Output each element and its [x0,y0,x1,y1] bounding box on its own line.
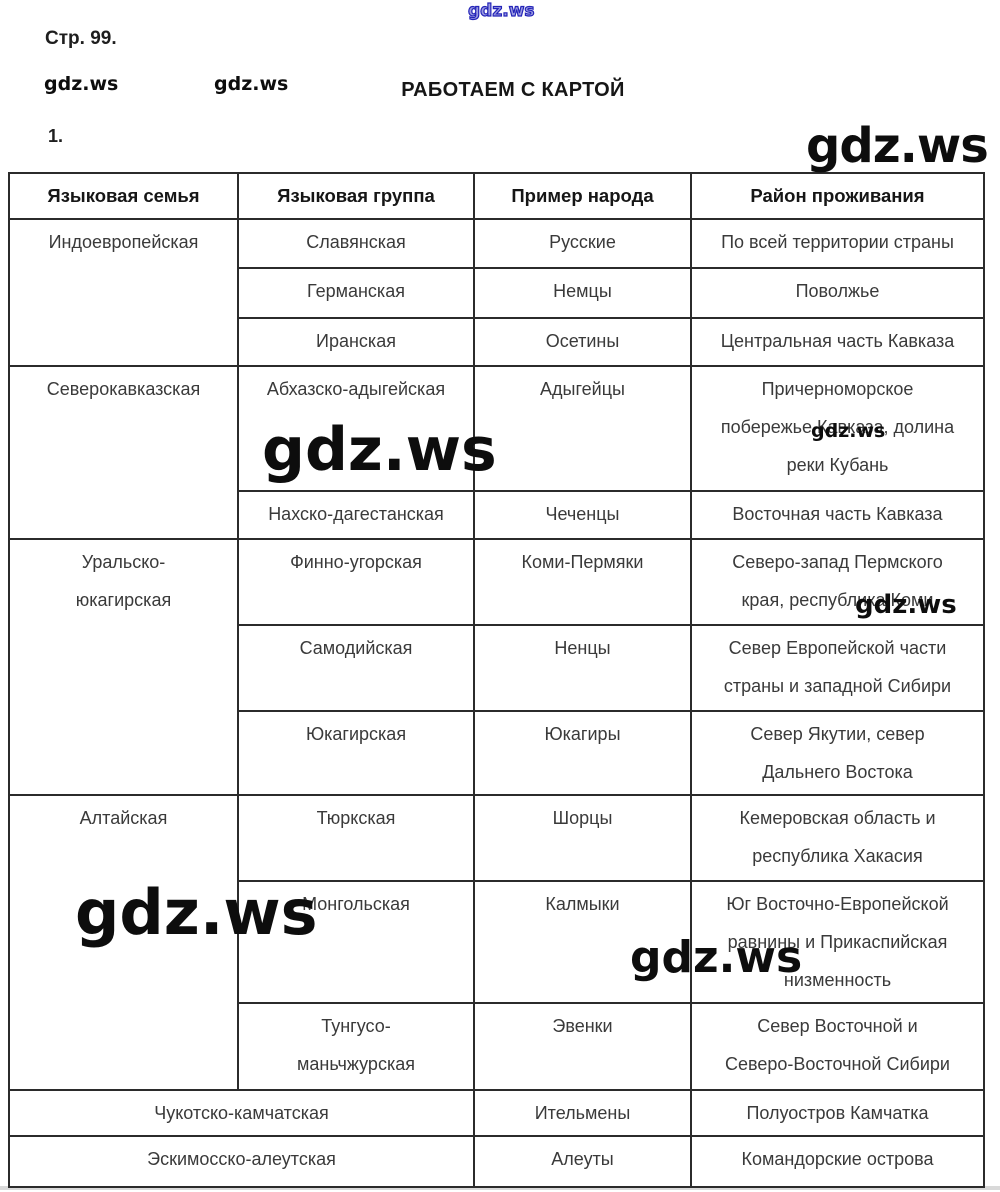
cell-group: Тунгусо- маньчжурская [237,1002,475,1091]
table-row: Чукотско-камчатская Ительмены Полуостров… [8,1089,985,1137]
table-header-row: Языковая семья Языковая группа Пример на… [8,172,985,220]
table-row: Уральско- юкагирская Финно-угорская Коми… [8,538,985,796]
col-header-family: Языковая семья [8,172,239,220]
cell-group: Нахско-дагестанская [237,490,475,540]
cell-group: Самодийская [237,624,475,712]
col-header-group: Языковая группа [237,172,475,220]
cell-region: Юг Восточно-Европейской равнины и Прикас… [690,880,985,1004]
cell-region: Командорские острова [690,1135,985,1188]
cell-region: Полуостров Камчатка [690,1089,985,1137]
cell-region: Север Восточной и Северо-Восточной Сибир… [690,1002,985,1091]
watermark-region-medium: gdz.ws [855,590,957,620]
table-row: Нахско-дагестанская Чеченцы Восточная ча… [9,490,985,540]
page-label: Стр. 99. [45,28,117,49]
cell-region: Восточная часть Кавказа [690,490,985,540]
cell-people: Алеуты [473,1135,692,1188]
cell-family: Северокавказская [8,365,239,540]
table-row: Индоевропейская Славянская Русские По вс… [8,218,985,367]
table-row: Тунгусо- маньчжурская Эвенки Север Восто… [9,1002,985,1091]
cell-region: Кемеровская область и республика Хакасия [690,794,985,882]
cell-group: Иранская [237,317,475,367]
cell-family: Индоевропейская [8,218,239,367]
scan-shadow-line [0,1186,1000,1190]
cell-people: Шорцы [473,794,692,882]
cell-group: Монгольская [237,880,475,1004]
cell-region: Центральная часть Кавказа [690,317,985,367]
table-row: Юкагирская Юкагиры Север Якутии, север Д… [9,710,985,796]
col-header-region: Район проживания [690,172,985,220]
item-number: 1. [48,126,64,146]
cell-region: Северо-запад Пермского края, республика … [690,538,985,626]
table-row: Алтайская Тюркская Шорцы Кемеровская обл… [8,794,985,1091]
watermark-family-column: gdz.ws [75,876,318,949]
cell-group: Юкагирская [237,710,475,796]
cell-people: Калмыки [473,880,692,1004]
table-row: Самодийская Ненцы Север Европейской част… [9,624,985,712]
cell-family-group: Эскимосско-алеутская [8,1135,475,1188]
cell-people: Ненцы [473,624,692,712]
cell-people: Ительмены [473,1089,692,1137]
watermark-header-left: gdz.ws [44,73,119,95]
cell-people: Юкагиры [473,710,692,796]
table-row: Иранская Осетины Центральная часть Кавка… [9,317,985,367]
watermark-bottom-right: gdz.ws [630,932,803,983]
cell-people: Осетины [473,317,692,367]
cell-people: Немцы [473,267,692,319]
language-families-table: Языковая семья Языковая группа Пример на… [8,172,985,1188]
watermark-region-small: gdz.ws [811,420,886,442]
cell-people: Эвенки [473,1002,692,1091]
cell-group: Абхазско-адыгейская [237,365,475,492]
watermark-header-center: gdz.ws [214,73,289,95]
cell-family: Алтайская [8,794,239,1091]
table-row: Северокавказская Абхазско-адыгейская Ады… [8,365,985,540]
table-row: Германская Немцы Поволжье [9,267,985,319]
cell-group: Тюркская [237,794,475,882]
cell-group: Финно-угорская [237,538,475,626]
cell-region: Причерноморское побережье Кавказа, долин… [690,365,985,492]
cell-people: Адыгейцы [473,365,692,492]
watermark-top-right: gdz.ws [806,118,989,174]
watermark-table-middle: gdz.ws [262,415,497,485]
table-row: Эскимосско-алеутская Алеуты Командорские… [8,1135,985,1188]
cell-people: Коми-Пермяки [473,538,692,626]
page-title: РАБОТАЕМ С КАРТОЙ [401,79,625,101]
watermark-top-blue: gdz.ws [467,1,535,21]
table-row: Монгольская Калмыки Юг Восточно-Европейс… [9,880,985,1004]
cell-region: Север Якутии, север Дальнего Востока [690,710,985,796]
cell-people: Русские [473,218,692,269]
cell-region: Поволжье [690,267,985,319]
cell-group: Славянская [237,218,475,269]
cell-region: Север Европейской части страны и западно… [690,624,985,712]
col-header-people: Пример народа [473,172,692,220]
cell-group: Германская [237,267,475,319]
cell-family: Уральско- юкагирская [8,538,239,796]
cell-people: Чеченцы [473,490,692,540]
cell-region: По всей территории страны [690,218,985,269]
cell-family-group: Чукотско-камчатская [8,1089,475,1137]
